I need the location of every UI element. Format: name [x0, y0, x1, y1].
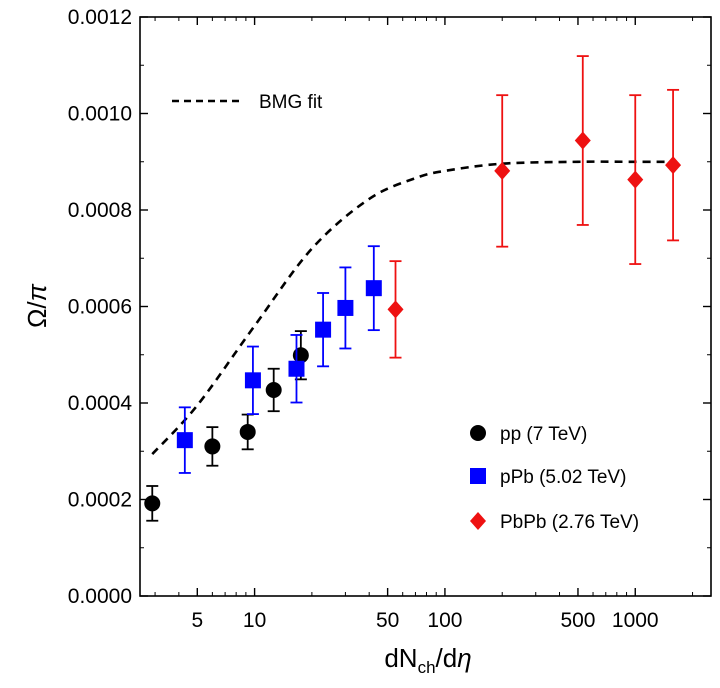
- series-pbpb: [387, 55, 682, 359]
- pp-point-1: [204, 438, 221, 455]
- legend: BMG fit pp (7 TeV) pPb (5.02 TeV) PbPb (…: [172, 92, 639, 533]
- x-axis-title-sub: ch: [418, 658, 436, 677]
- y-tick-label-6: 0.0012: [68, 6, 132, 29]
- y-tick-label-0: 0.0000: [68, 585, 132, 608]
- pbpb-point-2: [574, 131, 591, 150]
- x-tick-label-4: 500: [560, 609, 595, 632]
- y-axis-title-main: Ω/: [22, 301, 52, 328]
- pp-point-2: [239, 423, 256, 440]
- x-axis-title-main: dN: [384, 643, 417, 673]
- x-tick-label-0: 5: [191, 609, 203, 632]
- y-tick-label-2: 0.0004: [68, 392, 133, 415]
- fit-curve: [151, 160, 675, 455]
- pbpb-point-0: [387, 300, 404, 319]
- x-axis-title-greek: η: [457, 643, 471, 673]
- y-axis-title: Ω/π: [22, 283, 52, 328]
- legend-fit-label: BMG fit: [259, 92, 323, 113]
- x-axis-title-rest: /d: [436, 643, 458, 673]
- y-tick-label-3: 0.0006: [68, 296, 132, 319]
- legend-pp-marker: [470, 425, 486, 441]
- ticks-layer: 0.0000 0.0002 0.0004 0.0006 0.0008 0.0010 0.00…: [68, 6, 711, 632]
- ppb-point-2: [288, 360, 305, 377]
- x-tick-label-1: 10: [243, 609, 266, 632]
- y-tick-label-4: 0.0008: [68, 199, 132, 222]
- legend-ppb-label: pPb (5.02 TeV): [500, 467, 626, 488]
- x-tick-label-3: 100: [427, 609, 462, 632]
- legend-pbpb-marker: [470, 512, 486, 530]
- pbpb-point-1: [494, 161, 511, 180]
- x-tick-label-2: 50: [376, 609, 399, 632]
- x-tick-label-5: 1000: [612, 609, 659, 632]
- series-layer: [144, 55, 682, 522]
- ppb-point-4: [337, 299, 354, 316]
- legend-pp-label: pp (7 TeV): [500, 424, 587, 445]
- legend-pbpb-label: PbPb (2.76 TeV): [500, 512, 639, 533]
- ppb-point-5: [365, 280, 382, 297]
- pp-point-3: [265, 381, 282, 398]
- ppb-point-3: [315, 321, 332, 338]
- pbpb-point-4: [665, 156, 682, 175]
- ppb-point-0: [176, 432, 193, 449]
- y-tick-label-1: 0.0002: [68, 489, 132, 512]
- x-axis-title: dNch/dη: [384, 643, 471, 677]
- y-tick-label-5: 0.0010: [68, 103, 132, 126]
- y-axis-title-greek: π: [22, 283, 52, 301]
- pbpb-point-3: [627, 170, 644, 189]
- ppb-point-1: [244, 372, 261, 389]
- legend-ppb-marker: [470, 468, 486, 484]
- pp-point-0: [144, 495, 161, 512]
- series-ppb: [176, 245, 382, 474]
- series-pp: [144, 330, 309, 522]
- fit-layer: [151, 160, 675, 455]
